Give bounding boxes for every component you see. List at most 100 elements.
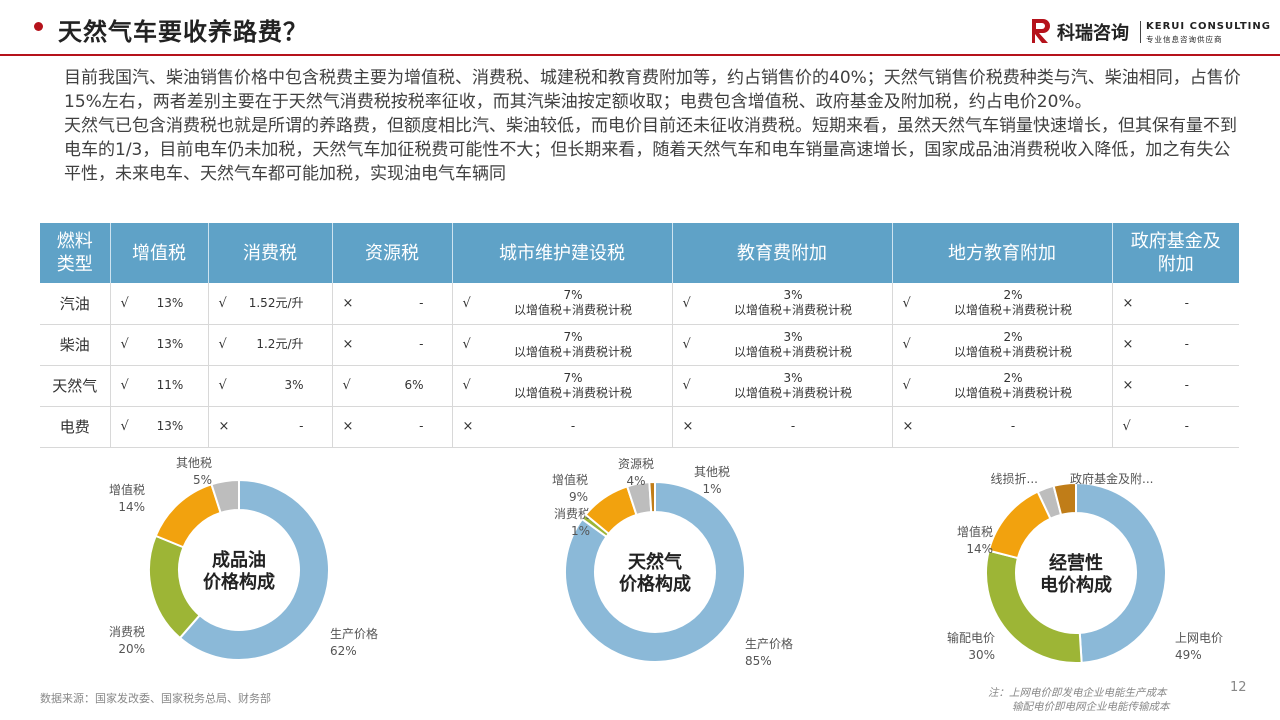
donut-center-title: 经营性 — [1049, 552, 1103, 574]
tax-cell: √ 1.52元/升 — [208, 283, 333, 325]
tax-applies-mark: × — [1122, 295, 1134, 311]
table-row: 汽油 √ 13% √ 1.52元/升 × - √ 7% 以增值税+消费税计税 √ 3% 以增值税+消费税… — [40, 283, 1239, 325]
tax-applies-mark: √ — [218, 378, 227, 393]
slice-label: 消费税 20% — [109, 625, 145, 656]
tax-cell: √ 2% 以增值税+消费税计税 — [892, 365, 1113, 407]
tax-rate: - — [1184, 295, 1189, 310]
tax-cell: √ 11% — [110, 365, 209, 407]
tax-rate: - — [419, 419, 424, 433]
fuel-type-cell: 汽油 — [40, 283, 111, 325]
tax-applies-mark: √ — [120, 419, 129, 434]
slide-header: 天然气车要收养路费？ 科瑞咨询 KERUI CONSULTING 专业信息咨询供… — [0, 0, 1280, 56]
tax-applies-mark: √ — [218, 337, 227, 352]
logo-text-cn: 科瑞咨询 — [1057, 23, 1129, 44]
tax-cell: × - — [332, 324, 453, 366]
paragraph-1: 目前我国汽、柴油销售价格中包含税费主要为增值税、消费税、城建税和教育费附加等，约… — [64, 68, 1241, 112]
slice-label: 输配电价 30% — [947, 630, 995, 662]
donut-slice — [178, 478, 330, 661]
tax-cell: √ 2% 以增值税+消费税计税 — [892, 324, 1113, 366]
tax-rate: 13% — [156, 419, 184, 433]
tax-cell: × - — [332, 283, 453, 325]
tax-cell: √ 13% — [110, 283, 209, 325]
tax-applies-mark: √ — [218, 295, 227, 311]
header-rule — [0, 54, 1280, 56]
tax-applies-mark: × — [1122, 337, 1134, 352]
tax-rate: - — [1184, 378, 1189, 392]
fuel-type-cell: 柴油 — [40, 324, 111, 366]
donut-slice — [1052, 481, 1077, 517]
donut-center-title: 天然气 — [628, 551, 682, 573]
slide-title: 天然气车要收养路费？ — [58, 18, 308, 46]
tax-applies-mark: √ — [902, 337, 911, 352]
donut-center-title: 成品油 — [212, 549, 266, 571]
tax-cell: √ 7% 以增值税+消费税计税 — [452, 365, 673, 407]
footnote-line-2: 输配电价即电网企业电能传输成本 — [1012, 701, 1170, 713]
data-source: 数据来源：国家发改委、国家税务总局、财务部 — [40, 692, 271, 705]
tax-cell: √ 3% 以增值税+消费税计税 — [672, 365, 893, 407]
slice-label: 线损折... — [991, 471, 1038, 486]
tax-rate: - — [570, 419, 576, 433]
slice-label: 消费税 1% — [554, 507, 590, 538]
footnote: 注：上网电价即发电企业电能生产成本 输配电价即电网企业电能传输成本 — [988, 686, 1170, 714]
tax-applies-mark: × — [342, 337, 354, 352]
donut-slice — [210, 478, 240, 515]
table-body: 汽油 √ 13% √ 1.52元/升 × - √ 7% 以增值税+消费税计税 √ 3% 以增值税+消费税… — [40, 283, 1239, 448]
slice-label: 增值税 9% — [552, 472, 588, 504]
tax-cell: √ 3% 以增值税+消费税计税 — [672, 324, 893, 366]
tax-rate: 7% 以增值税+消费税计税 — [513, 370, 633, 400]
tax-rate: - — [299, 419, 304, 433]
tax-table: 燃料 类型 增值税 消费税 资源税 城市维护建设税 教育费附加 地方教育附加 政府基金及 附加 汽… — [40, 223, 1239, 448]
tax-applies-mark: × — [902, 419, 914, 434]
tax-applies-mark: √ — [120, 378, 129, 393]
donut-slice — [987, 490, 1052, 560]
table-header-cell: 城市维护建设税 — [452, 223, 673, 283]
donut-center-title: 电价构成 — [1040, 574, 1112, 596]
tax-applies-mark: √ — [462, 337, 471, 352]
tax-cell: × - — [672, 406, 893, 448]
tax-cell: √ 3% — [208, 365, 333, 407]
table-header-cell: 资源税 — [332, 223, 453, 283]
tax-rate: 11% — [156, 378, 184, 392]
table-header-cell: 增值税 — [110, 223, 209, 283]
table-header-row: 燃料 类型 增值税 消费税 资源税 城市维护建设税 教育费附加 地方教育附加 政府基金及 附加 — [40, 223, 1239, 283]
tax-rate: - — [1184, 419, 1189, 433]
tax-applies-mark: × — [1122, 378, 1134, 393]
donut-slice — [564, 480, 746, 663]
donut-slice — [1075, 481, 1167, 664]
tax-applies-mark: √ — [120, 337, 129, 352]
tax-applies-mark: √ — [682, 337, 691, 352]
donut-center-title: 价格构成 — [203, 571, 275, 593]
slice-label: 其他税 5% — [176, 456, 212, 487]
tax-rate: 13% — [156, 295, 184, 310]
tax-applies-mark: √ — [462, 295, 471, 311]
tax-rate: 7% 以增值税+消费税计税 — [513, 288, 633, 318]
tax-applies-mark: × — [218, 419, 230, 434]
tax-rate: - — [1010, 419, 1016, 433]
tax-cell: × - — [332, 406, 453, 448]
tax-rate: 6% — [404, 378, 424, 392]
logo-subtitle: 专业信息咨询供应商 — [1146, 35, 1223, 44]
donut-slice — [648, 480, 656, 514]
donut-center-title: 价格构成 — [619, 573, 691, 595]
footnote-line-1: 注：上网电价即发电企业电能生产成本 — [988, 687, 1167, 699]
logo-separator — [1140, 21, 1141, 43]
table-header-cell: 消费税 — [208, 223, 333, 283]
tax-applies-mark: √ — [1122, 419, 1131, 434]
tax-applies-mark: × — [682, 419, 694, 434]
logo-text-en: KERUI CONSULTING — [1146, 21, 1271, 32]
tax-cell: √ 2% 以增值税+消费税计税 — [892, 283, 1113, 325]
tax-rate: 7% 以增值税+消费税计税 — [513, 329, 633, 359]
table-header-cell: 燃料 类型 — [40, 223, 111, 283]
slice-label: 增值税 14% — [957, 524, 993, 556]
tax-applies-mark: √ — [682, 295, 691, 311]
tax-rate: 2% 以增值税+消费税计税 — [953, 288, 1073, 318]
tax-cell: √ - — [1112, 406, 1239, 448]
slice-label: 生产价格 85% — [745, 636, 793, 668]
tax-applies-mark: √ — [902, 378, 911, 393]
tax-cell: × - — [892, 406, 1113, 448]
slice-label: 资源税 4% — [618, 457, 654, 488]
tax-applies-mark: √ — [120, 295, 129, 311]
tax-rate: 2% 以增值税+消费税计税 — [953, 370, 1073, 400]
tax-rate: 3% 以增值税+消费税计税 — [733, 329, 853, 359]
table-row: 天然气 √ 11% √ 3% √ 6% √ 7% 以增值税+消费税计税 √ 3% 以增值税+消费税计税 √… — [40, 365, 1239, 407]
